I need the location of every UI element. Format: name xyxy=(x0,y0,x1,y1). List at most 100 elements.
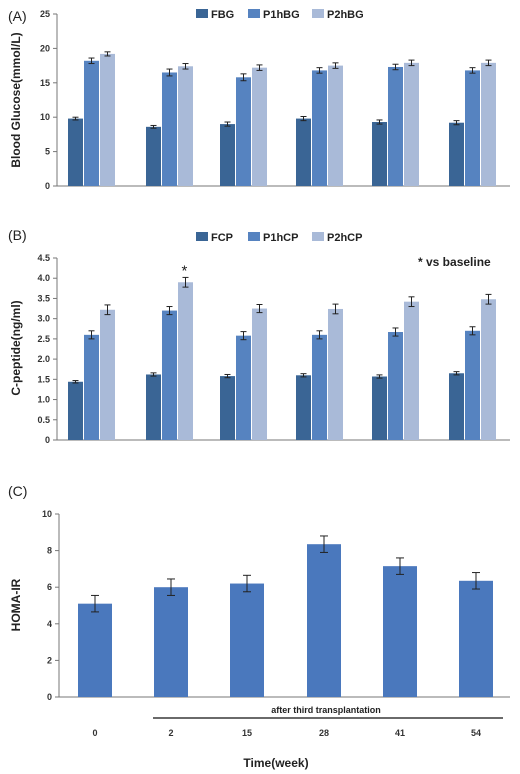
y-tick-label: 4.5 xyxy=(37,253,50,263)
panel-a-legend: FBG P1hBG P2hBG xyxy=(196,9,364,21)
legend-swatch-p2hbg xyxy=(312,9,324,18)
bar-p1hbg xyxy=(162,72,177,186)
after-transplant-label: after third transplantation xyxy=(271,705,381,715)
bar-fcp xyxy=(220,376,235,440)
bar-homa-ir xyxy=(154,587,188,697)
bar-fbg xyxy=(68,118,83,186)
y-tick-label: 2.0 xyxy=(37,354,50,364)
panel-a-y-ticks: 0 5 10 15 20 25 xyxy=(40,9,57,191)
bar-homa-ir xyxy=(459,580,493,697)
bar-p2hbg xyxy=(252,67,267,186)
bar-p1hcp xyxy=(388,332,403,440)
legend-swatch-p2hcp xyxy=(312,232,324,241)
bar-p2hcp xyxy=(100,309,115,440)
y-tick-label: 25 xyxy=(40,9,50,19)
y-tick-label: 8 xyxy=(47,546,52,556)
y-tick-label: 4 xyxy=(47,619,52,629)
bar-p1hcp xyxy=(312,334,327,440)
bar-p1hbg xyxy=(312,70,327,186)
bar-homa-ir xyxy=(230,583,264,697)
panel-c-y-ticks: 0 2 4 6 8 10 xyxy=(42,509,59,702)
y-tick-label: 20 xyxy=(40,43,50,53)
panel-c-x-ticks: 0 2 15 28 41 54 xyxy=(92,728,481,738)
baseline-annotation: * vs baseline xyxy=(418,255,491,269)
panel-a-y-axis-label: Blood Glucose(mmol/L) xyxy=(9,32,23,167)
y-tick-label: 3.0 xyxy=(37,314,50,324)
legend-swatch-p1hbg xyxy=(248,9,260,18)
legend-label-p1hcp: P1hCP xyxy=(263,232,298,244)
y-tick-label: 15 xyxy=(40,78,50,88)
panel-a-bars xyxy=(68,51,496,187)
legend-label-p2hbg: P2hBG xyxy=(327,9,364,21)
y-tick-label: 0 xyxy=(45,435,50,445)
bar-fcp xyxy=(146,374,161,440)
bar-homa-ir xyxy=(383,566,417,697)
bar-p1hcp xyxy=(236,335,251,440)
y-tick-label: 5 xyxy=(45,147,50,157)
bar-p2hcp xyxy=(178,282,193,440)
legend-swatch-fbg xyxy=(196,9,208,18)
y-tick-label: 10 xyxy=(40,112,50,122)
bar-fcp xyxy=(372,376,387,440)
panel-a-label: (A) xyxy=(8,8,27,24)
y-tick-label: 2 xyxy=(47,655,52,665)
panel-c-label: (C) xyxy=(8,483,27,499)
bar-p2hcp xyxy=(328,308,343,440)
panel-b-legend: FCP P1hCP P2hCP xyxy=(196,232,362,244)
panel-b-y-ticks: 0 0.5 1.0 1.5 2.0 2.5 3.0 3.5 4.0 4.5 xyxy=(37,253,57,445)
legend-label-p1hbg: P1hBG xyxy=(263,9,300,21)
y-tick-label: 6 xyxy=(47,582,52,592)
y-tick-label: 2.5 xyxy=(37,334,50,344)
x-tick-label: 0 xyxy=(92,728,97,738)
x-tick-label: 54 xyxy=(471,728,481,738)
panel-a: (A) FBG P1hBG P2hBG Blood Glucose(mmol/L… xyxy=(8,8,510,191)
y-tick-label: 1.0 xyxy=(37,395,50,405)
legend-swatch-p1hcp xyxy=(248,232,260,241)
bar-fbg xyxy=(146,126,161,186)
bar-p1hbg xyxy=(84,60,99,187)
bar-p1hbg xyxy=(465,70,480,186)
panel-b-bars xyxy=(68,276,496,440)
bar-fcp xyxy=(449,373,464,440)
bar-fbg xyxy=(296,118,311,186)
bar-p2hbg xyxy=(178,66,193,186)
legend-label-p2hcp: P2hCP xyxy=(327,232,362,244)
legend-label-fbg: FBG xyxy=(211,9,234,21)
bar-p1hcp xyxy=(465,330,480,440)
bar-p2hbg xyxy=(481,62,496,186)
x-tick-label: 28 xyxy=(319,728,329,738)
panel-b-label: (B) xyxy=(8,227,27,243)
bar-homa-ir xyxy=(78,603,112,697)
panel-b: (B) FCP P1hCP P2hCP * vs baseline C-pept… xyxy=(8,227,510,445)
bar-p2hcp xyxy=(481,299,496,440)
bar-fbg xyxy=(220,124,235,186)
y-tick-label: 10 xyxy=(42,509,52,519)
bar-p2hbg xyxy=(328,65,343,186)
bar-fbg xyxy=(372,122,387,186)
x-tick-label: 2 xyxy=(168,728,173,738)
bar-homa-ir xyxy=(307,544,341,697)
bar-fcp xyxy=(296,375,311,440)
bar-p1hcp xyxy=(84,334,99,440)
bar-fcp xyxy=(68,381,83,440)
legend-label-fcp: FCP xyxy=(211,232,233,244)
panel-c-x-axis-label: Time(week) xyxy=(243,756,308,770)
panel-c-bars xyxy=(78,535,493,697)
y-tick-label: 0 xyxy=(45,181,50,191)
y-tick-label: 1.5 xyxy=(37,374,50,384)
y-tick-label: 4.0 xyxy=(37,273,50,283)
bar-p1hbg xyxy=(236,77,251,186)
bar-p2hcp xyxy=(404,301,419,440)
y-tick-label: 0 xyxy=(47,692,52,702)
x-tick-label: 15 xyxy=(242,728,252,738)
panel-c-y-axis-label: HOMA-IR xyxy=(9,578,23,631)
legend-swatch-fcp xyxy=(196,232,208,241)
x-tick-label: 41 xyxy=(395,728,405,738)
bar-p2hcp xyxy=(252,308,267,440)
significance-star: * xyxy=(182,262,188,279)
panel-b-y-axis-label: C-peptide(ng/ml) xyxy=(9,300,23,395)
y-tick-label: 0.5 xyxy=(37,415,50,425)
bar-p1hcp xyxy=(162,310,177,440)
bar-p2hbg xyxy=(404,62,419,186)
